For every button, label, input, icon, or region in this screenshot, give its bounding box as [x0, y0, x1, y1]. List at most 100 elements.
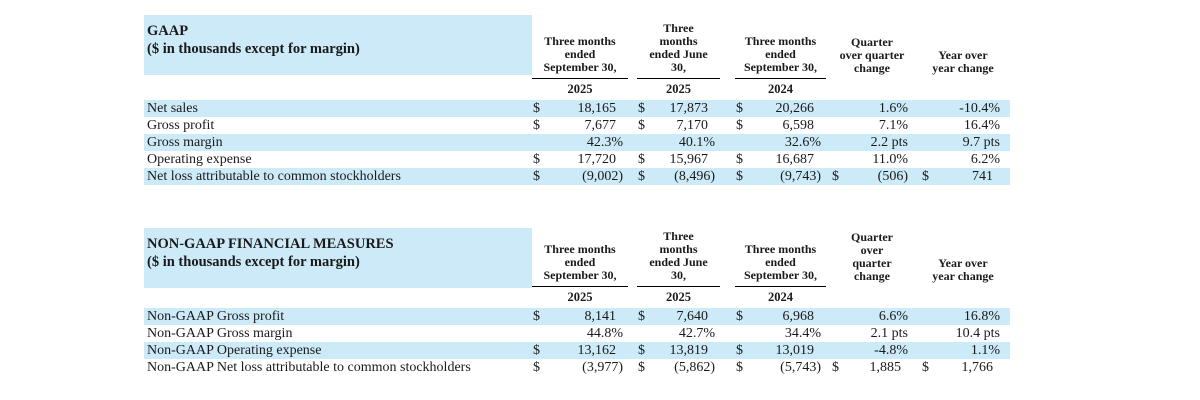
cell-value: 2.1 pts: [870, 326, 908, 341]
table-title: NON-GAAP FINANCIAL MEASURES: [147, 236, 394, 252]
column-header-text: Quarter over quarter change: [839, 35, 905, 75]
table-subtitle: ($ in thousands except for margin): [147, 254, 360, 270]
cell-value: 6,598: [782, 118, 815, 133]
table-row-gross-margin: Gross margin 42.3% 40.1% 32.6% 2.2 pts 9…: [144, 134, 1010, 151]
cell-value: (8,496): [674, 169, 715, 184]
table-cell: 2.2 pts: [831, 134, 913, 151]
table-cell: $15,967: [637, 151, 720, 168]
column-underline: [735, 78, 826, 79]
cell-value: (5,862): [674, 360, 715, 375]
currency-symbol: $: [736, 169, 743, 184]
column-header-yoy-change: Year over year change: [921, 15, 1005, 100]
table-cell: 32.6%: [735, 134, 826, 151]
row-label: Net loss attributable to common stockhol…: [147, 169, 401, 184]
cell-value: 7,640: [676, 309, 709, 324]
row-label: Gross profit: [147, 118, 215, 133]
table-cell: $6,598: [735, 117, 826, 134]
currency-symbol: $: [533, 101, 540, 116]
table-row-net-loss: Net loss attributable to common stockhol…: [144, 168, 1010, 185]
table-row-net-sales: Net sales $18,165 $17,873 $20,266 1.6% -…: [144, 100, 1010, 117]
table-cell: $6,968: [735, 308, 826, 325]
column-header-q3-2024: Three months ended September 30, 2024: [735, 15, 826, 100]
currency-symbol: $: [533, 309, 540, 324]
column-header-q3-2025: Three months ended September 30, 2025: [532, 228, 628, 308]
row-label: Gross margin: [147, 135, 223, 150]
table-row-operating-expense: Operating expense $17,720 $15,967 $16,68…: [144, 151, 1010, 168]
table-title: GAAP: [147, 23, 189, 39]
cell-value: 9.7 pts: [962, 135, 1000, 150]
column-header-q2-2025: Three months ended June 30, 2025: [637, 15, 720, 100]
table-cell: $ (5,743): [735, 359, 826, 376]
row-label: Non-GAAP Net loss attributable to common…: [147, 360, 471, 375]
currency-symbol: $: [533, 118, 540, 133]
table-cell: 16.4%: [921, 117, 1005, 134]
currency-symbol: $: [533, 343, 540, 358]
table-cell: $ (5,862): [637, 359, 720, 376]
table-cell: 34.4%: [735, 325, 826, 342]
column-header-q3-2025: Three months ended September 30, 2025: [532, 15, 628, 100]
cell-value: -10.4%: [959, 101, 1000, 116]
column-underline: [735, 286, 826, 287]
column-year: 2025: [567, 82, 593, 96]
row-label: Non-GAAP Operating expense: [147, 343, 322, 358]
table-cell: 40.1%: [637, 134, 720, 151]
gaap-title-cell: GAAP ($ in thousands except for margin): [144, 15, 532, 100]
cell-value: 6.6%: [878, 309, 908, 324]
column-header-yoy-change: Year over year change: [921, 228, 1005, 308]
column-year: 2025: [666, 82, 691, 96]
cell-value: 42.3%: [586, 135, 623, 150]
column-year-empty: [921, 79, 1005, 100]
cell-value: 6,968: [782, 309, 815, 324]
column-year-empty: [921, 287, 1005, 308]
gaap-table-header: GAAP ($ in thousands except for margin) …: [144, 15, 1010, 100]
table-cell: 9.7 pts: [921, 134, 1005, 151]
table-cell: $13,162: [532, 342, 628, 359]
table-cell: 1.6%: [831, 100, 913, 117]
table-cell: $16,687: [735, 151, 826, 168]
non-gaap-title-cell: NON-GAAP FINANCIAL MEASURES ($ in thousa…: [144, 228, 532, 308]
table-cell: $1,766: [921, 359, 1005, 376]
table-cell: 10.4 pts: [921, 325, 1005, 342]
table-cell: 42.3%: [532, 134, 628, 151]
cell-value: 1,766: [961, 360, 994, 375]
cell-value: 15,967: [669, 152, 709, 167]
cell-value: 2.2 pts: [870, 135, 908, 150]
cell-value: (9,743): [780, 169, 821, 184]
cell-value: 42.7%: [678, 326, 715, 341]
table-cell: 1.1%: [921, 342, 1005, 359]
table-cell: 6.2%: [921, 151, 1005, 168]
table-cell: 11.0%: [831, 151, 913, 168]
gaap-title-block: GAAP ($ in thousands except for margin): [144, 15, 532, 75]
table-cell: $ (3,977): [532, 359, 628, 376]
currency-symbol: $: [638, 360, 645, 375]
column-year-empty: [831, 79, 913, 100]
currency-symbol: $: [533, 169, 540, 184]
column-header-text: Three months ended September 30,: [743, 34, 818, 74]
table-cell: 42.7%: [637, 325, 720, 342]
table-cell: $13,819: [637, 342, 720, 359]
cell-value: 8,141: [584, 309, 617, 324]
currency-symbol: $: [638, 343, 645, 358]
cell-value: (3,977): [582, 360, 623, 375]
table-row-non-gaap-gross-profit: Non-GAAP Gross profit $8,141 $7,640 $6,9…: [144, 308, 1010, 325]
cell-value: 741: [972, 169, 993, 184]
currency-symbol: $: [533, 360, 540, 375]
cell-value: 1.6%: [878, 101, 908, 116]
column-header-text: Quarter over quarter change: [851, 230, 893, 283]
currency-symbol: $: [736, 360, 743, 375]
table-cell: $1,885: [831, 359, 913, 376]
non-gaap-table: NON-GAAP FINANCIAL MEASURES ($ in thousa…: [144, 228, 1010, 376]
column-underline: [532, 286, 628, 287]
currency-symbol: $: [736, 118, 743, 133]
non-gaap-table-body: Non-GAAP Gross profit $8,141 $7,640 $6,9…: [144, 308, 1010, 376]
table-cell: $17,720: [532, 151, 628, 168]
table-row-gross-profit: Gross profit $7,677 $7,170 $6,598 7.1% 1…: [144, 117, 1010, 134]
column-header-q2-2025: Three months ended June 30, 2025: [637, 228, 720, 308]
table-cell: 2.1 pts: [831, 325, 913, 342]
table-cell: 44.8%: [532, 325, 628, 342]
cell-value: 6.2%: [970, 152, 1000, 167]
cell-value: 44.8%: [586, 326, 623, 341]
table-subtitle: ($ in thousands except for margin): [147, 41, 360, 57]
column-header-text: Year over year change: [932, 256, 994, 283]
cell-value: 40.1%: [678, 135, 715, 150]
